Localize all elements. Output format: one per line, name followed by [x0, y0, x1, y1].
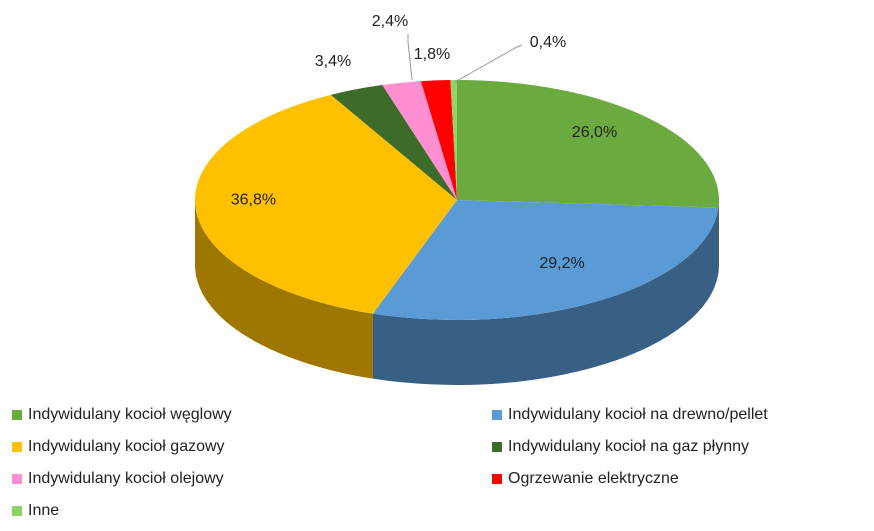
- legend-swatch: [492, 474, 502, 484]
- data-label: 3,4%: [315, 53, 351, 70]
- slice-side: [718, 200, 719, 273]
- slice: [195, 94, 457, 314]
- legend-swatch: [492, 410, 502, 420]
- leader-line: [454, 44, 523, 83]
- slice-side: [195, 200, 373, 379]
- legend-swatch: [492, 442, 502, 452]
- legend-label: Ogrzewanie elektryczne: [508, 470, 679, 487]
- slice: [382, 81, 457, 200]
- legend-label: Indywidulany kocioł olejowy: [28, 470, 224, 487]
- data-label: 0,4%: [530, 34, 566, 51]
- slice: [372, 200, 719, 320]
- slice: [457, 80, 719, 208]
- slice-side: [372, 207, 719, 385]
- data-label: 2,4%: [372, 13, 408, 30]
- legend-swatch: [12, 410, 22, 420]
- legend-label: Indywidulany kocioł gazowy: [28, 438, 225, 455]
- data-label: 29,2%: [539, 255, 584, 272]
- data-label: 1,8%: [414, 46, 450, 63]
- legend-swatch: [12, 442, 22, 452]
- legend-swatch: [12, 474, 22, 484]
- legend-label: Indywidulany kocioł węglowy: [28, 406, 232, 423]
- slice: [450, 80, 457, 200]
- data-label: 26,0%: [572, 124, 617, 141]
- slice: [420, 80, 457, 200]
- slice: [330, 84, 457, 200]
- legend-swatch: [12, 506, 22, 516]
- data-label: 36,8%: [231, 191, 276, 208]
- legend-label: Indywidulany kocioł na gaz płynny: [508, 438, 749, 455]
- legend-label: Indywidulany kocioł na drewno/pellet: [508, 406, 768, 423]
- legend-label: Inne: [28, 502, 59, 519]
- leader-line: [407, 34, 413, 81]
